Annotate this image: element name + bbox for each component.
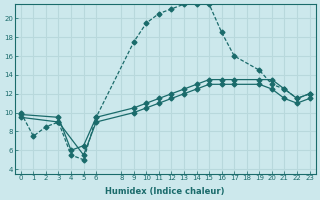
X-axis label: Humidex (Indice chaleur): Humidex (Indice chaleur) xyxy=(106,187,225,196)
